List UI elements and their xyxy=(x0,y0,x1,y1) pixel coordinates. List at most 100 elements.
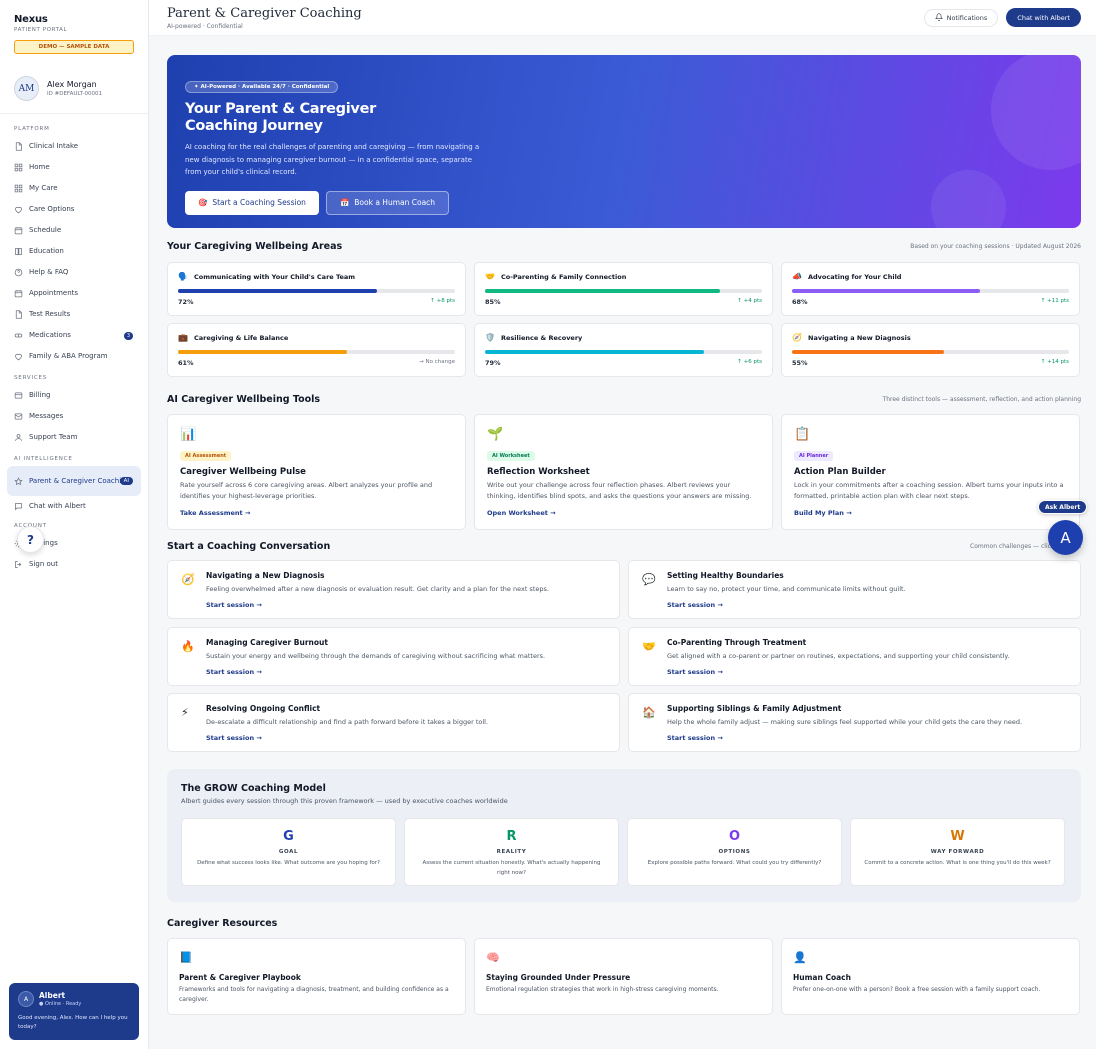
hero-pill: ✦ AI-Powered · Available 24/7 · Confiden… xyxy=(185,81,339,93)
calendar-icon: 📅 xyxy=(339,198,350,207)
logout-icon xyxy=(14,560,23,569)
sidebar-item-schedule[interactable]: Schedule xyxy=(0,220,148,241)
wellbeing-area-label: Advocating for Your Child xyxy=(808,272,902,281)
grow-step-way-forward: W WAY FORWARD Commit to a concrete action.… xyxy=(850,818,1065,886)
albert-fab-button[interactable]: A xyxy=(1048,520,1083,555)
hero-title: Your Parent & Caregiver Coaching Journey xyxy=(185,101,376,134)
wellbeing-progress-fill xyxy=(792,350,945,354)
sidebar-item-home[interactable]: Home xyxy=(0,157,148,178)
wellbeing-progress-bar xyxy=(792,350,1069,354)
resource-icon: 🧠 xyxy=(486,951,500,964)
sidebar-item-parent-caregiver-coaching[interactable]: Parent & Caregiver Coaching AI xyxy=(7,466,141,496)
conversation-card-co-parenting-through-treatment[interactable]: 🤝 Co-Parenting Through Treatment Get align… xyxy=(628,627,1081,686)
chat-with-albert-button[interactable]: Chat with Albert xyxy=(1006,8,1081,27)
grow-step-name: REALITY xyxy=(496,849,527,855)
wellbeing-area-icon: 🛡️ xyxy=(485,333,495,342)
wellbeing-card[interactable]: 🧭 Navigating a New Diagnosis 55% ↑ +14 pts xyxy=(781,323,1080,377)
wellbeing-card[interactable]: 🛡️ Resilience & Recovery 79% ↑ +6 pts xyxy=(474,323,773,377)
tool-card-caregiver-wellbeing-pulse[interactable]: 📊 AI Assessment Caregiver Wellbeing Pulse R… xyxy=(167,414,466,530)
tool-icon: 📋 xyxy=(794,427,811,442)
conversation-description: Learn to say no, protect your time, and … xyxy=(667,585,906,593)
sidebar-item-clinical-intake[interactable]: Clinical Intake xyxy=(0,136,148,157)
conversation-icon: 🔥 xyxy=(181,640,195,653)
sidebar-item-billing[interactable]: Billing xyxy=(0,385,148,406)
grid-icon xyxy=(14,163,23,172)
ask-albert-pill[interactable]: Ask Albert xyxy=(1038,500,1088,514)
notifications-button[interactable]: Notifications xyxy=(923,8,999,27)
start-session-link[interactable]: Start session → xyxy=(206,601,262,609)
sidebar-item-test-results[interactable]: Test Results xyxy=(0,304,148,325)
wellbeing-progress-fill xyxy=(178,289,378,293)
sidebar-item-sign-out[interactable]: Sign out xyxy=(0,554,148,575)
profile[interactable]: AM Alex Morgan ID #DEFAULT-00001 xyxy=(0,64,148,114)
resource-card-parent-caregiver-playbook[interactable]: 📘 Parent & Caregiver Playbook Frameworks a… xyxy=(167,938,466,1015)
sidebar-item-label: Care Options xyxy=(29,205,75,213)
help-button[interactable]: ? xyxy=(17,526,44,553)
conversation-card-managing-caregiver-burnout[interactable]: 🔥 Managing Caregiver Burnout Sustain your … xyxy=(167,627,620,686)
sidebar-item-medications[interactable]: Medications 3 xyxy=(0,325,148,346)
tool-badge: AI Worksheet xyxy=(487,451,535,461)
chat-icon xyxy=(14,502,23,511)
book-icon xyxy=(14,247,23,256)
tool-link[interactable]: Open Worksheet → xyxy=(487,509,556,517)
decorative-circle xyxy=(931,170,1006,228)
sidebar-item-label: Sign out xyxy=(29,560,58,568)
conversation-card-setting-healthy-boundaries[interactable]: 💬 Setting Healthy Boundaries Learn to say … xyxy=(628,560,1081,619)
conversation-title: Resolving Ongoing Conflict xyxy=(206,704,321,713)
sidebar-item-education[interactable]: Education xyxy=(0,241,148,262)
wellbeing-progress-bar xyxy=(178,289,455,293)
resource-card-human-coach[interactable]: 👤 Human Coach Prefer one-on-one with a per… xyxy=(781,938,1080,1015)
sidebar-item-label: Appointments xyxy=(29,289,79,297)
grow-step-description: Commit to a concrete action. What is one… xyxy=(864,860,1051,866)
conversation-card-supporting-siblings-family-adjustment[interactable]: 🏠 Supporting Siblings & Family Adjustment… xyxy=(628,693,1081,752)
wellbeing-card[interactable]: 💼 Caregiving & Life Balance 61% → No change xyxy=(167,323,466,377)
wellbeing-card[interactable]: 🤝 Co-Parenting & Family Connection 85% ↑ +4… xyxy=(474,262,773,316)
conversation-card-resolving-ongoing-conflict[interactable]: ⚡ Resolving Ongoing Conflict De-escalate a… xyxy=(167,693,620,752)
tool-link[interactable]: Build My Plan → xyxy=(794,509,852,517)
card-icon xyxy=(14,391,23,400)
sidebar-item-appointments[interactable]: Appointments xyxy=(0,283,148,304)
wellbeing-progress-bar xyxy=(485,350,762,354)
wellbeing-delta: ↑ +6 pts xyxy=(737,359,762,365)
sidebar-item-chat-with-albert[interactable]: Chat with Albert xyxy=(0,496,148,517)
book-human-coach-button[interactable]: 📅 Book a Human Coach xyxy=(325,190,450,215)
star-icon xyxy=(14,476,23,486)
tool-card-reflection-worksheet[interactable]: 🌱 AI Worksheet Reflection Worksheet Write o… xyxy=(474,414,773,530)
albert-name: Albert xyxy=(39,991,66,1000)
wellbeing-delta: ↑ +8 pts xyxy=(430,298,455,304)
albert-chat-card[interactable]: A Albert ● Online · Ready Good evening, … xyxy=(9,983,139,1040)
resource-description: Emotional regulation strategies that wor… xyxy=(486,986,719,993)
start-session-link[interactable]: Start session → xyxy=(667,601,723,609)
wellbeing-card[interactable]: 🗣️ Communicating with Your Child's Care T… xyxy=(167,262,466,316)
heart-icon xyxy=(14,352,23,361)
wellbeing-area-icon: 🗣️ xyxy=(178,272,188,281)
wellbeing-card[interactable]: 📣 Advocating for Your Child 68% ↑ +11 pts xyxy=(781,262,1080,316)
sidebar-item-help-faq[interactable]: Help & FAQ xyxy=(0,262,148,283)
conversation-card-navigating-a-new-diagnosis[interactable]: 🧭 Navigating a New Diagnosis Feeling overw… xyxy=(167,560,620,619)
wellbeing-delta: ↑ +11 pts xyxy=(1040,298,1069,304)
resource-card-staying-grounded-under-pressure[interactable]: 🧠 Staying Grounded Under Pressure Emotiona… xyxy=(474,938,773,1015)
start-session-link[interactable]: Start session → xyxy=(667,734,723,742)
page-title: Parent & Caregiver Coaching xyxy=(167,5,362,21)
start-coaching-session-button[interactable]: 🎯 Start a Coaching Session xyxy=(185,190,319,215)
sidebar-item-my-care[interactable]: My Care xyxy=(0,178,148,199)
sidebar-item-messages[interactable]: Messages xyxy=(0,406,148,427)
wellbeing-area-label: Navigating a New Diagnosis xyxy=(808,333,911,342)
resource-title: Staying Grounded Under Pressure xyxy=(486,973,631,982)
start-session-link[interactable]: Start session → xyxy=(206,668,262,676)
heart-icon xyxy=(14,205,23,214)
conversation-icon: ⚡ xyxy=(181,706,189,719)
sidebar-item-family-aba-program[interactable]: Family & ABA Program xyxy=(0,346,148,367)
grow-step-name: WAY FORWARD xyxy=(930,849,985,855)
conversation-title: Start a Coaching Conversation xyxy=(167,541,331,552)
tool-card-action-plan-builder[interactable]: 📋 AI Planner Action Plan Builder Lock in yo… xyxy=(781,414,1080,530)
avatar: AM xyxy=(14,76,39,101)
tool-link[interactable]: Take Assessment → xyxy=(180,509,251,517)
start-session-link[interactable]: Start session → xyxy=(667,668,723,676)
sidebar-item-care-options[interactable]: Care Options xyxy=(0,199,148,220)
main-content: Parent & Caregiver Coaching AI-powered ·… xyxy=(149,0,1096,1049)
start-session-link[interactable]: Start session → xyxy=(206,734,262,742)
sidebar-item-label: Home xyxy=(29,163,50,171)
demo-badge: DEMO — SAMPLE DATA xyxy=(14,40,134,54)
sidebar-item-support-team[interactable]: Support Team xyxy=(0,427,148,448)
